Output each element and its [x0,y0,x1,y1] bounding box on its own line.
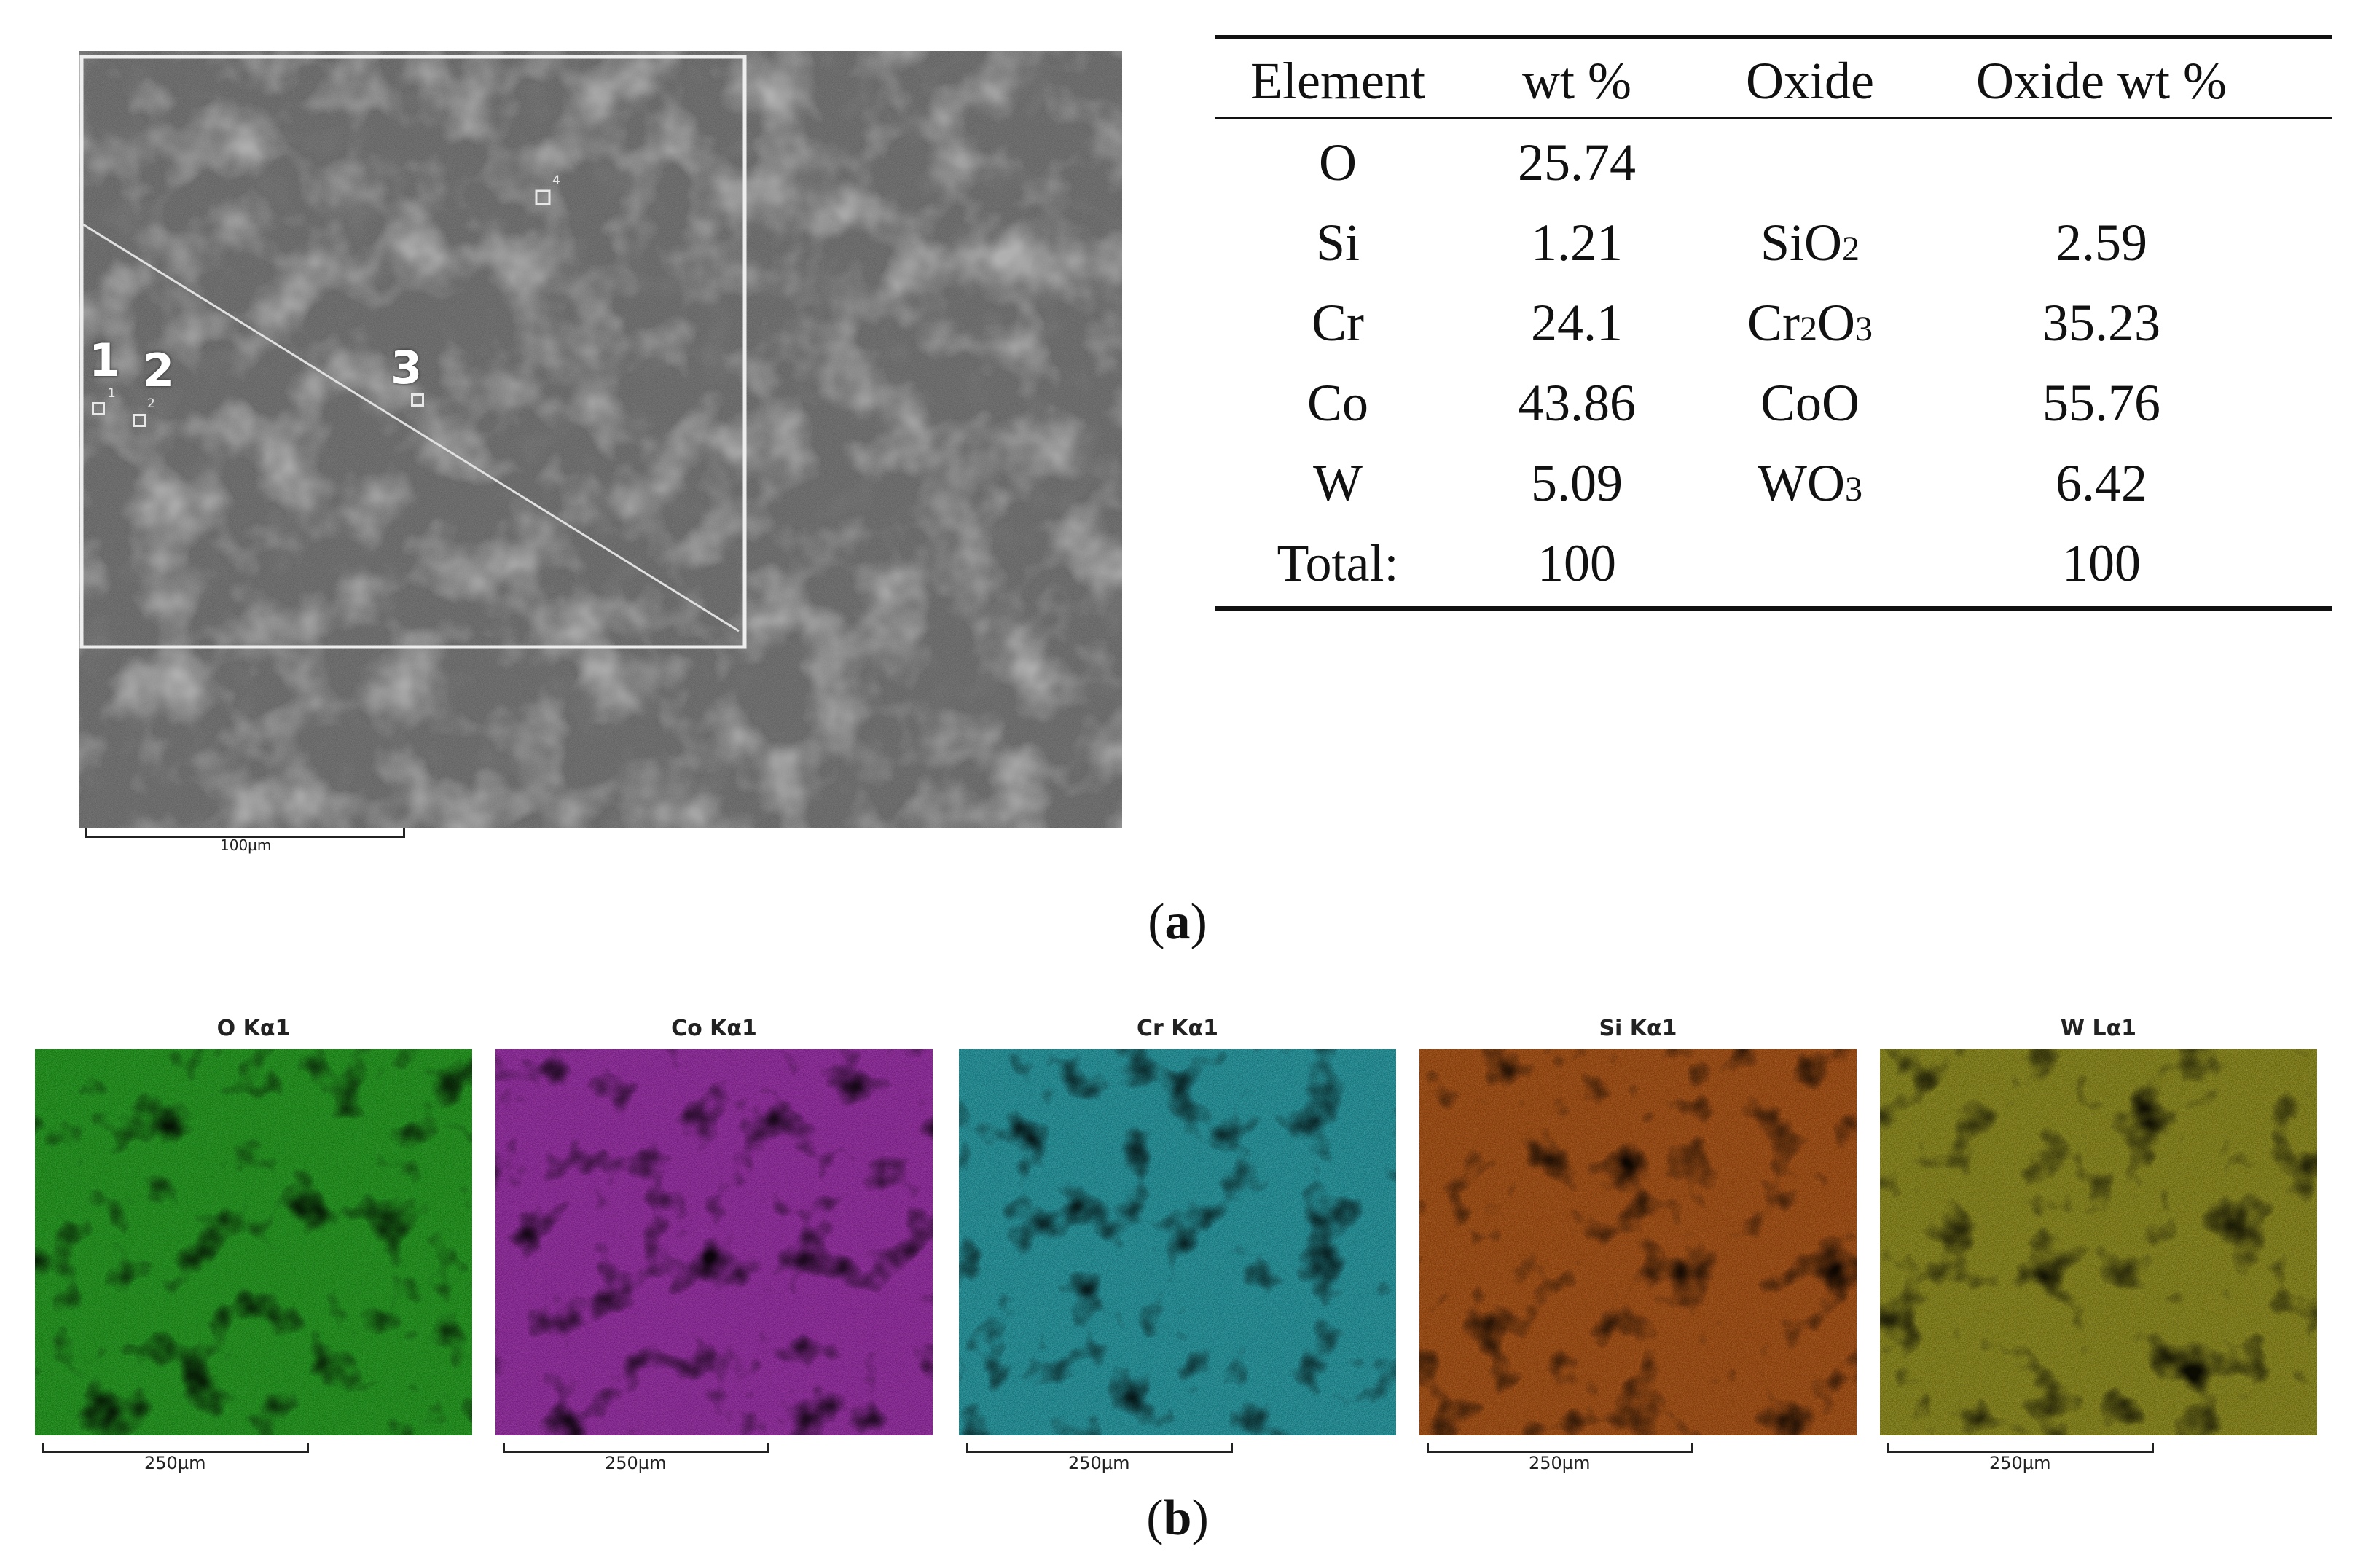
cell-element-cr: Cr [1312,294,1364,352]
point-box-number-2: 2 [147,396,155,411]
element-map-4 [1880,1049,2317,1435]
map-scale-bar-label-1: 250µm [605,1453,667,1473]
point-label-3: 3 [391,341,423,394]
map-scale-bar-1 [503,1443,769,1453]
cell-oxide-sio2: SiO2 [1760,213,1860,272]
scale-bar-a-label: 100µm [220,836,272,854]
cell-wt-si: 1.21 [1531,213,1623,272]
cell-oxide-wt-w: 6.42 [2056,454,2147,512]
cell-wt-cr: 24.1 [1531,294,1623,352]
cell-oxide-wt-total: 100 [2062,534,2141,592]
element-map-1 [495,1049,933,1435]
analysis-point-box-3 [411,393,424,407]
map-scale-bar-label-0: 250µm [144,1453,206,1473]
scale-bar-a [85,828,405,838]
cell-oxide-wo3: WO3 [1758,454,1862,512]
cell-oxide-coo: CoO [1760,374,1860,432]
table-top-rule [1215,35,2332,39]
map-scale-bar-3 [1427,1443,1693,1453]
element-map-2 [959,1049,1396,1435]
table-bottom-rule [1215,606,2332,611]
header-oxide-wt: Oxide wt % [1976,52,2227,110]
map-title-3: Si Kα1 [1599,1016,1677,1041]
cell-element-total: Total: [1277,534,1399,592]
analysis-point-box-2 [133,414,146,427]
map-scale-bar-4 [1887,1443,2154,1453]
point-label-1: 1 [89,334,121,387]
cell-element-o: O [1319,133,1357,192]
table-header-rule [1215,117,2332,119]
cell-wt-w: 5.09 [1531,454,1623,512]
sem-texture [79,51,1122,828]
map-title-1: Co Kα1 [671,1016,757,1041]
point-box-number-4: 4 [552,173,560,188]
sem-micrograph: 1 2 3 1 2 4 [79,51,1122,828]
map-scale-bar-0 [42,1443,309,1453]
map-title-0: O Kα1 [216,1016,291,1041]
map-title-2: Cr Kα1 [1137,1016,1218,1041]
header-wt: wt % [1522,52,1631,110]
element-map-3 [1419,1049,1857,1435]
cell-element-si: Si [1315,213,1360,272]
cell-element-co: Co [1306,374,1369,432]
header-element: Element [1250,52,1425,110]
map-scale-bar-label-3: 250µm [1529,1453,1591,1473]
cell-element-w: W [1313,454,1363,512]
element-map-0 [35,1049,472,1435]
cell-wt-co: 43.86 [1518,374,1636,432]
map-title-4: W Lα1 [2060,1016,2137,1041]
cell-wt-o: 25.74 [1518,133,1636,192]
cell-oxide-cr2o3: Cr2O3 [1747,294,1873,352]
caption-b: (b) [1146,1490,1209,1546]
header-oxide: Oxide [1746,52,1874,110]
point-box-number-1: 1 [108,386,116,401]
cell-oxide-wt-co: 55.76 [2042,374,2160,432]
cell-wt-total: 100 [1537,534,1616,592]
point-label-2: 2 [143,344,175,397]
map-scale-bar-label-4: 250µm [1989,1453,2051,1473]
cell-oxide-wt-si: 2.59 [2056,213,2147,272]
cell-oxide-wt-cr: 35.23 [2042,294,2160,352]
caption-a: (a) [1148,894,1207,950]
analysis-point-box-1 [92,402,105,415]
map-scale-bar-2 [966,1443,1233,1453]
map-scale-bar-label-2: 250µm [1068,1453,1130,1473]
